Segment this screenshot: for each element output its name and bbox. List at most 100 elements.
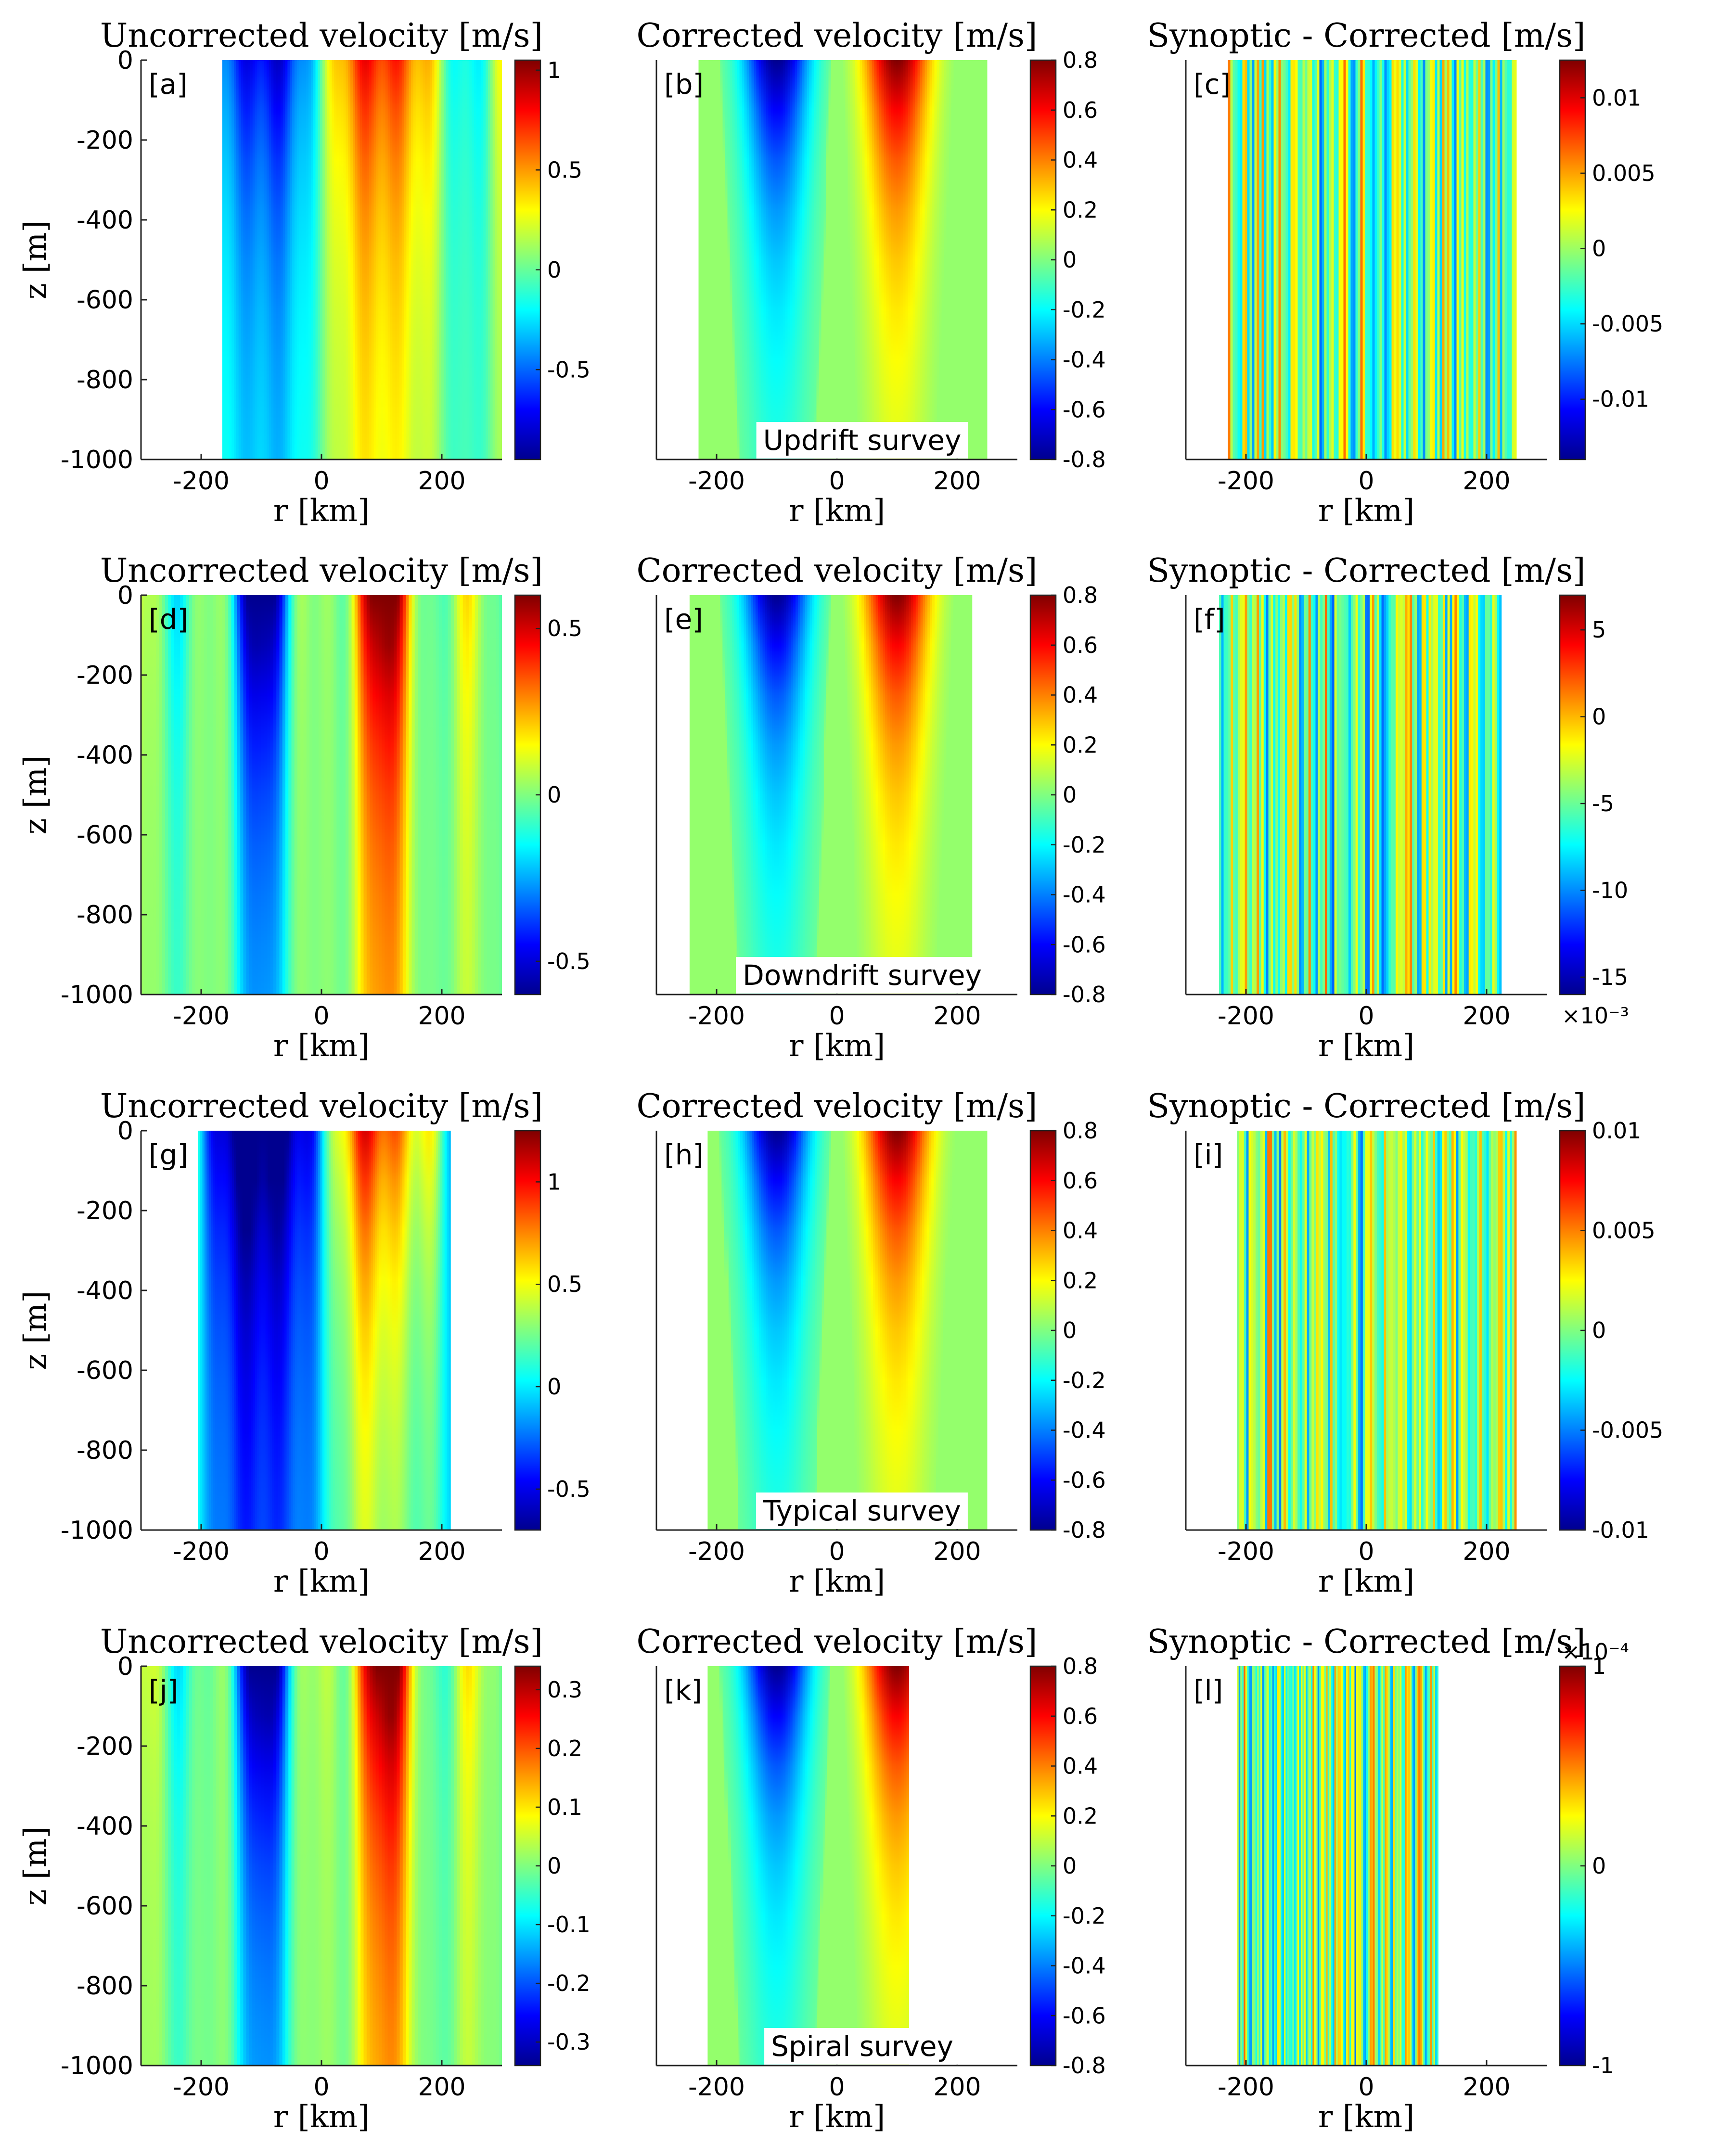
panel-h-cbtick-label: 0.6: [1063, 1168, 1098, 1194]
panel-k-annotation: Spiral survey: [771, 2030, 953, 2063]
panel-e-strip: [791, 595, 794, 995]
panel-k-strip: [897, 1666, 899, 2066]
panel-l-strip: [1410, 1666, 1412, 2066]
panel-c-strip: [1290, 60, 1294, 459]
panel-l-strip: [1398, 1666, 1400, 2066]
panel-f-strip: [1318, 595, 1321, 995]
panel-k-strip: [813, 1666, 816, 2066]
panel-b-strip: [985, 60, 988, 459]
panel-i-strip: [1237, 1131, 1240, 1530]
panel-f-strip: [1454, 595, 1457, 995]
panel-j-xtick-label: -200: [173, 2073, 230, 2102]
panel-e-strip: [710, 595, 714, 995]
panel-k-strip: [857, 1666, 859, 2066]
panel-j-strip: [399, 1666, 403, 2066]
panel-k-strip: [848, 1666, 851, 2066]
panel-c-strip: [1415, 60, 1419, 459]
panel-c-strip: [1413, 60, 1416, 459]
panel-h-strip: [831, 1131, 834, 1530]
panel-a-strip: [443, 60, 447, 459]
panel-g-strip: [320, 1131, 323, 1530]
panel-l-strip: [1344, 1666, 1347, 2066]
panel-k-strip: [853, 1666, 856, 2066]
panel-d-strip: [493, 595, 497, 995]
panel-g-strip: [436, 1131, 439, 1530]
panel-e-xtick-label: 0: [829, 1002, 845, 1031]
panel-a-strip: [271, 60, 274, 459]
panel-h-strip: [950, 1131, 953, 1530]
panel-h-strip: [768, 1131, 771, 1530]
panel-h-strip: [798, 1131, 801, 1530]
panel-f-strip: [1457, 595, 1460, 995]
panel-i-strip: [1451, 1131, 1454, 1530]
panel-k-strip: [882, 1666, 885, 2066]
panel-l-strip: [1353, 1666, 1355, 2066]
panel-h-strip: [912, 1131, 915, 1530]
panel-h-label: [h]: [664, 1138, 704, 1171]
panel-a-strip: [495, 60, 498, 459]
panel-f-strip: [1315, 595, 1318, 995]
panel-c-strip: [1257, 60, 1260, 459]
panel-i-strip: [1300, 1131, 1303, 1530]
panel-b-strip: [809, 60, 812, 459]
panel-k-strip: [886, 1666, 888, 2066]
panel-k-strip: [818, 1666, 821, 2066]
panel-e-strip: [868, 595, 872, 995]
panel-j-strip: [186, 1666, 190, 2066]
panel-c-xtick-label: 200: [1463, 467, 1510, 496]
panel-d-strip: [490, 595, 493, 995]
panel-f-strip: [1499, 595, 1502, 995]
panel-f-strip: [1407, 595, 1410, 995]
panel-g-strip: [343, 1131, 346, 1530]
panel-c-strip: [1355, 60, 1359, 459]
panel-c-strip: [1406, 60, 1409, 459]
panel-c-strip: [1427, 60, 1431, 459]
panel-g-strip: [331, 1131, 334, 1530]
panel-l-cbtick-label: 1: [1592, 1653, 1606, 1679]
panel-e-strip: [732, 595, 735, 995]
panel-c-strip: [1228, 60, 1231, 459]
panel-e-strip: [955, 595, 959, 995]
panel-g-strip: [396, 1131, 398, 1530]
panel-b-strip: [951, 60, 954, 459]
panel-d-strip: [372, 595, 376, 995]
panel-e-strip: [765, 595, 768, 995]
panel-j-strip: [189, 1666, 193, 2066]
panel-a-strip: [329, 60, 332, 459]
panel-i-cbtick-label: -0.005: [1592, 1417, 1663, 1443]
panel-k-strip: [729, 1666, 732, 2066]
panel-i-strip: [1447, 1131, 1450, 1530]
panel-c-strip: [1350, 60, 1354, 459]
panel-c-strip: [1269, 60, 1272, 459]
panel-g-strip: [369, 1131, 372, 1530]
panel-c-strip: [1372, 60, 1375, 459]
panel-c-strip: [1379, 60, 1383, 459]
panel-h-strip: [959, 1131, 962, 1530]
panel-k-strip: [817, 1666, 819, 2066]
panel-k-strip: [726, 1666, 728, 2066]
panel-e-strip: [864, 595, 867, 995]
panel-e-strip: [767, 595, 770, 995]
panel-g-strip: [255, 1131, 257, 1530]
panel-h-strip: [901, 1131, 904, 1530]
panel-k-strip: [707, 1666, 710, 2066]
panel-d-strip: [406, 595, 409, 995]
panel-k-strip: [887, 1666, 889, 2066]
panel-f-strip: [1433, 595, 1436, 995]
panel-e-strip: [722, 595, 725, 995]
panel-e-strip: [887, 595, 890, 995]
panel-g-strip: [339, 1131, 342, 1530]
panel-g-strip: [406, 1131, 409, 1530]
panel-b-strip: [850, 60, 853, 459]
panel-d-strip: [454, 595, 457, 995]
panel-l-strip: [1339, 1666, 1342, 2066]
panel-k-strip: [790, 1666, 792, 2066]
panel-k-strip: [743, 1666, 745, 2066]
panel-f-strip: [1417, 595, 1420, 995]
panel-g-strip: [385, 1131, 388, 1530]
panel-d-strip: [414, 595, 418, 995]
panel-c-strip: [1247, 60, 1250, 459]
panel-d-strip: [162, 595, 166, 995]
panel-f-xtick-label: 200: [1463, 1002, 1510, 1031]
panel-b-strip: [879, 60, 882, 459]
